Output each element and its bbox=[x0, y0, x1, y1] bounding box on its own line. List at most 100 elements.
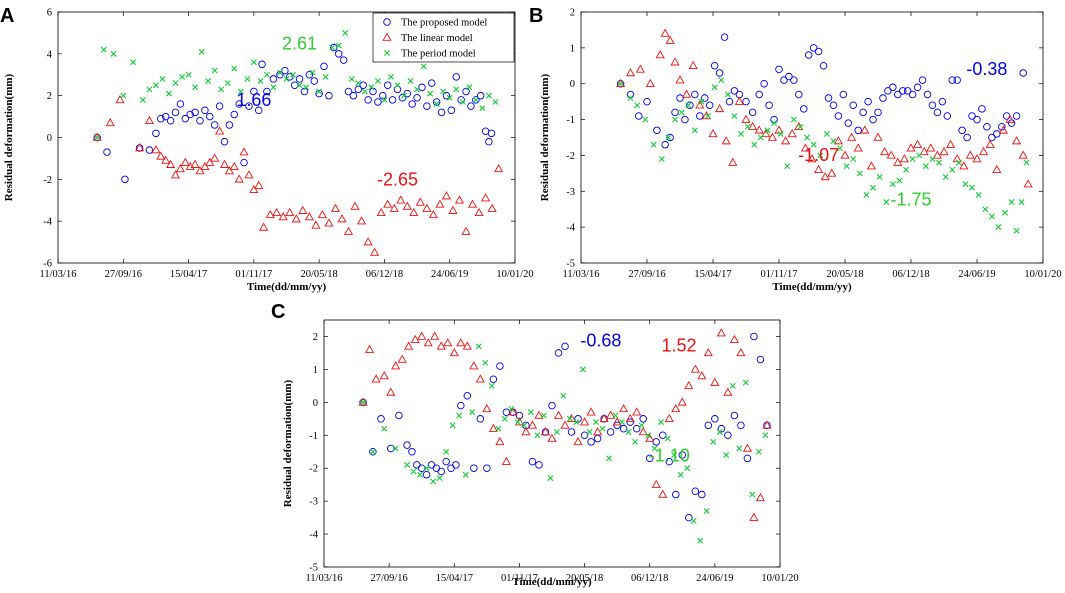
data-point-period bbox=[410, 468, 417, 475]
data-point-linear bbox=[612, 417, 622, 426]
plot-b: -5 -4 -3 -2 -1 0 1 2 11/03/16 27/09/16 15/04/17 01/… bbox=[539, 8, 1062, 294]
data-point-period bbox=[348, 75, 355, 82]
data-point-period bbox=[889, 181, 896, 188]
data-point-linear bbox=[665, 35, 675, 44]
data-point-linear bbox=[998, 125, 1008, 134]
data-point-proposed bbox=[983, 122, 991, 131]
data-point-proposed bbox=[899, 87, 907, 95]
data-point-proposed bbox=[874, 108, 882, 117]
data-point-linear bbox=[396, 195, 406, 204]
data-point-linear bbox=[573, 436, 583, 446]
x-axis-label: Time(dd/mm/yy) bbox=[772, 281, 852, 293]
data-point-linear bbox=[462, 341, 472, 350]
data-point-linear bbox=[741, 114, 751, 123]
data-point-linear bbox=[840, 150, 850, 159]
data-point-proposed bbox=[408, 100, 416, 108]
y-tick-label: -3 bbox=[566, 187, 575, 198]
data-point-proposed bbox=[790, 76, 798, 84]
panel-c: C -5 -4 -3 -2 -1 0 1 2 11/03/16 27/09/16 15/04/17 0… bbox=[271, 301, 799, 588]
data-point-period bbox=[224, 80, 231, 87]
data-point-linear bbox=[234, 174, 244, 183]
data-point-linear bbox=[729, 334, 739, 344]
data-point-period bbox=[250, 59, 257, 66]
data-point-linear bbox=[456, 338, 466, 347]
data-point-period bbox=[771, 120, 778, 127]
data-point-linear bbox=[593, 427, 603, 436]
data-point-proposed bbox=[715, 69, 724, 77]
data-point-period bbox=[723, 452, 730, 459]
data-point-proposed bbox=[635, 112, 643, 120]
data-point-linear bbox=[560, 420, 570, 429]
data-point-proposed bbox=[839, 90, 848, 99]
data-point-period bbox=[645, 432, 652, 439]
data-point-linear bbox=[847, 132, 857, 141]
data-point-proposed bbox=[210, 121, 219, 129]
data-point-linear bbox=[229, 161, 239, 171]
data-point-linear bbox=[658, 489, 668, 498]
data-point-linear bbox=[371, 374, 381, 383]
data-point-linear bbox=[265, 209, 275, 219]
data-point-period bbox=[949, 166, 956, 173]
data-point-period bbox=[744, 123, 751, 130]
data-point-period bbox=[110, 50, 117, 57]
y-tick-label: -1 bbox=[309, 431, 318, 442]
x-tick-label: 15/04/17 bbox=[436, 573, 473, 584]
data-point-proposed bbox=[645, 454, 654, 463]
data-point-proposed bbox=[476, 415, 485, 423]
data-point-linear bbox=[156, 151, 166, 160]
data-point-linear bbox=[761, 128, 771, 138]
data-point-linear bbox=[379, 371, 389, 380]
data-point-proposed bbox=[884, 87, 892, 95]
data-point-period bbox=[729, 382, 736, 389]
data-point-period bbox=[165, 90, 172, 97]
data-point-proposed bbox=[403, 441, 411, 449]
data-point-period bbox=[764, 127, 771, 134]
data-point-proposed bbox=[973, 115, 981, 124]
data-point-proposed bbox=[452, 73, 460, 81]
data-point-linear bbox=[441, 191, 452, 200]
data-point-linear bbox=[985, 139, 995, 148]
data-point-proposed bbox=[220, 137, 229, 146]
data-point-linear bbox=[435, 199, 445, 208]
data-point-linear bbox=[487, 203, 497, 212]
legend-box bbox=[372, 12, 515, 63]
data-point-period bbox=[342, 29, 349, 36]
data-point-linear bbox=[115, 94, 125, 104]
x-tick-label: 06/12/18 bbox=[366, 269, 403, 280]
data-point-period bbox=[540, 412, 547, 419]
data-point-period bbox=[152, 82, 159, 89]
data-point-proposed bbox=[535, 461, 543, 469]
data-point-proposed bbox=[760, 79, 768, 88]
data-point-proposed bbox=[485, 137, 493, 146]
data-point-linear bbox=[534, 410, 544, 419]
annotation-value: 1.66 bbox=[236, 90, 271, 110]
data-point-period bbox=[804, 134, 811, 141]
data-point-period bbox=[394, 82, 401, 89]
data-point-linear bbox=[409, 207, 419, 217]
data-point-linear bbox=[1018, 150, 1028, 159]
data-point-linear bbox=[919, 146, 929, 156]
data-point-linear bbox=[873, 132, 883, 141]
x-tick-label: 10/01/20 bbox=[1024, 269, 1061, 280]
data-point-proposed bbox=[658, 431, 667, 440]
data-point-linear bbox=[475, 374, 485, 383]
data-point-period bbox=[475, 343, 482, 350]
data-point-linear bbox=[175, 163, 185, 173]
data-point-proposed bbox=[968, 112, 976, 120]
y-tick-label: -1 bbox=[566, 115, 575, 126]
data-point-proposed bbox=[463, 391, 472, 400]
data-point-proposed bbox=[310, 77, 318, 85]
data-point-linear bbox=[742, 443, 752, 452]
data-point-period bbox=[466, 84, 473, 91]
data-point-linear bbox=[200, 161, 210, 171]
x-tick-label: 24/06/19 bbox=[696, 573, 733, 584]
y-tick-label: -2 bbox=[43, 175, 52, 186]
data-point-period bbox=[185, 71, 192, 78]
data-point-linear bbox=[580, 417, 590, 426]
data-point-linear bbox=[586, 407, 596, 416]
data-point-proposed bbox=[748, 108, 757, 117]
x-tick-label: 01/11/17 bbox=[761, 269, 798, 280]
data-point-period bbox=[883, 199, 890, 206]
y-tick-label: -5 bbox=[309, 563, 318, 574]
data-point-linear bbox=[358, 397, 368, 406]
